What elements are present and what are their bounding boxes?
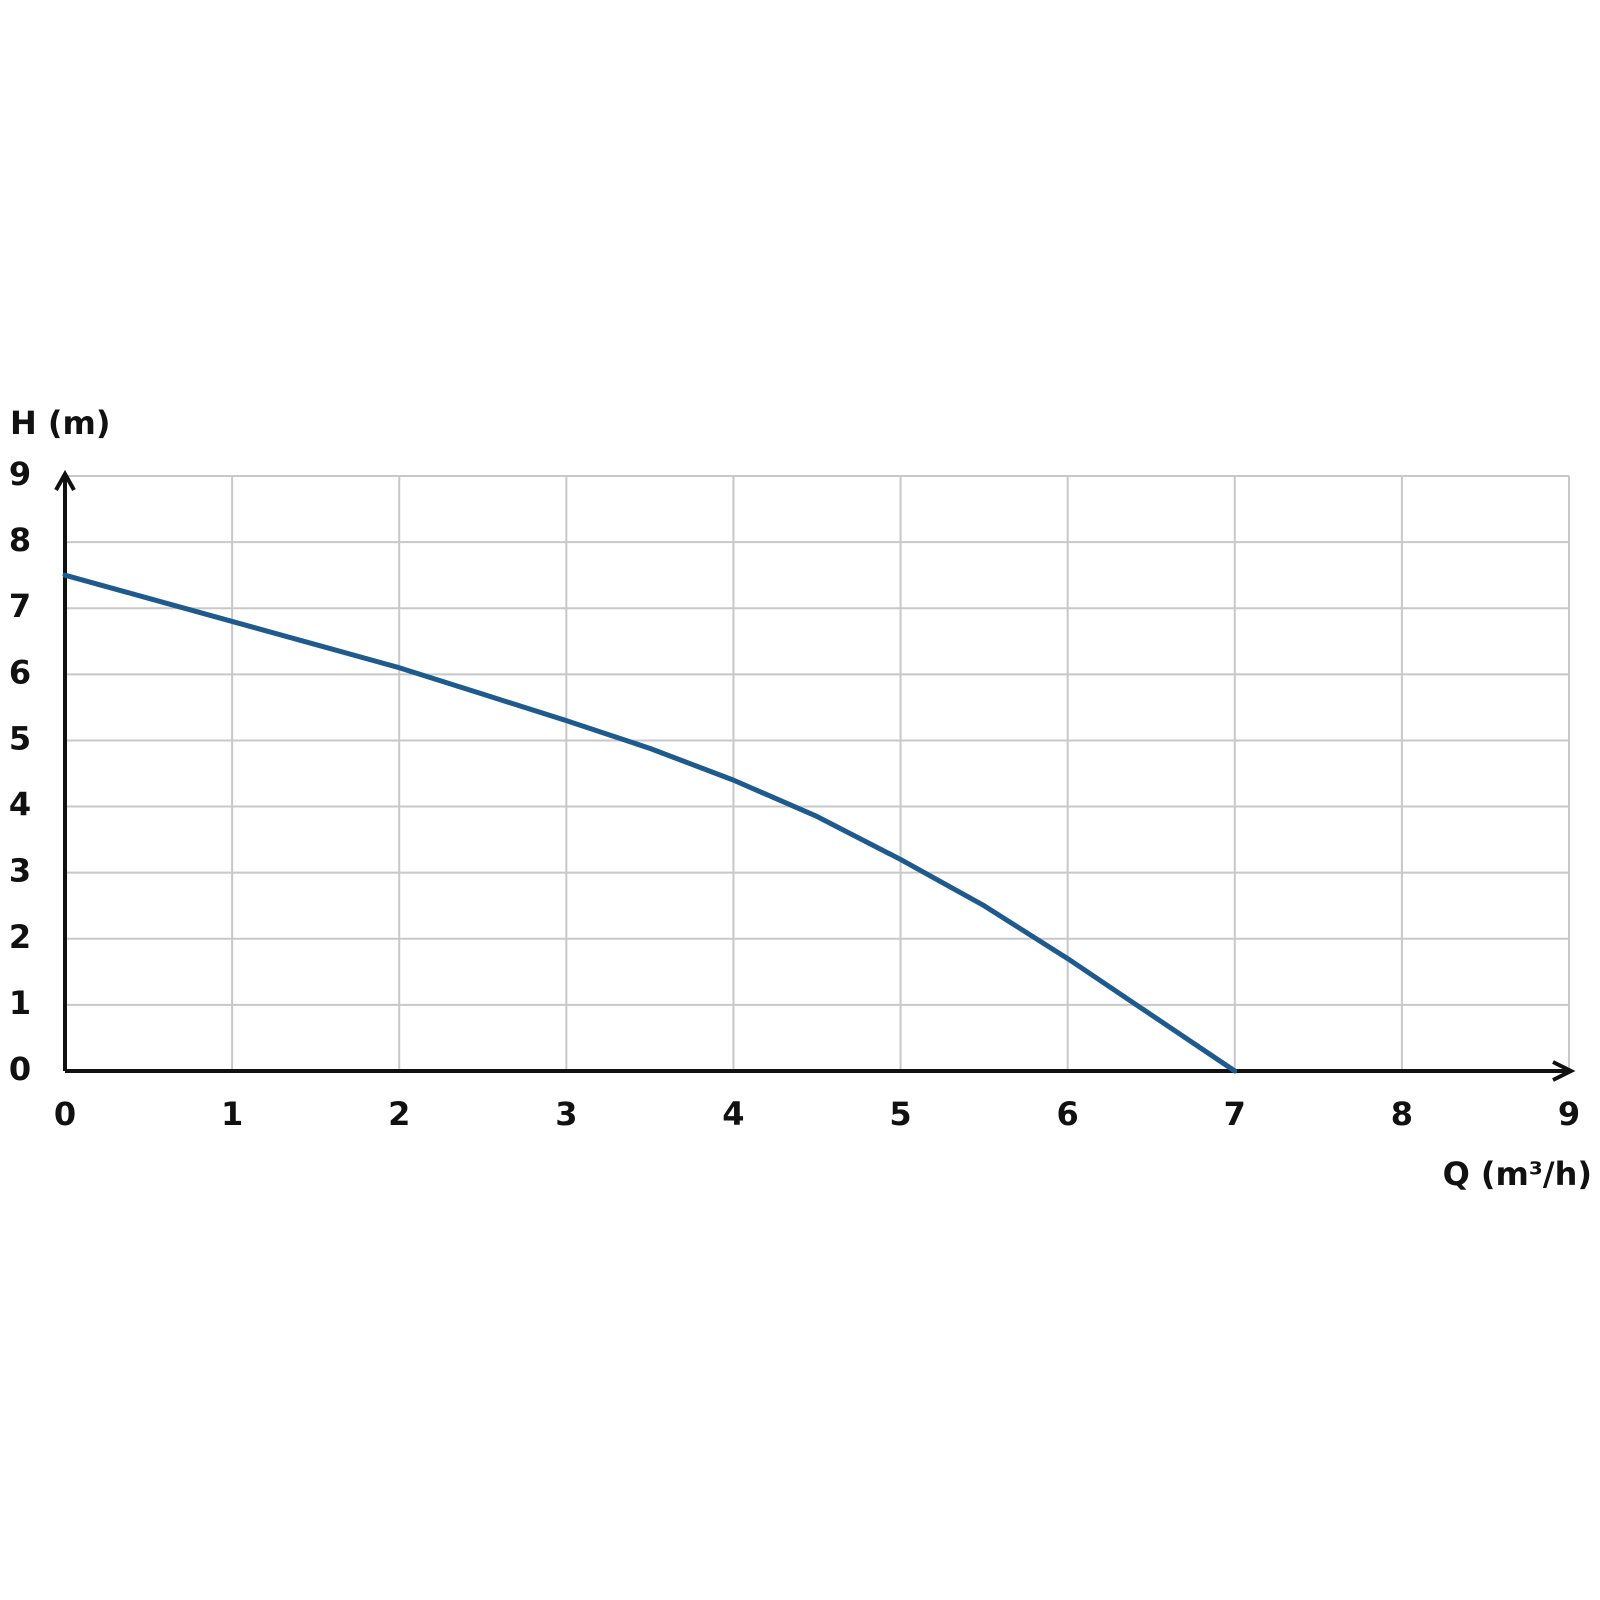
x-tick-label: 8: [1391, 1095, 1413, 1133]
x-tick-label: 7: [1224, 1095, 1246, 1133]
x-tick-label: 0: [54, 1095, 76, 1133]
y-axis-label: H (m): [10, 404, 111, 442]
y-tick-label: 4: [9, 786, 31, 824]
y-tick-label: 2: [9, 918, 31, 956]
y-tick-label: 6: [9, 653, 31, 691]
y-axis: [54, 469, 76, 1071]
x-tick-label: 9: [1558, 1095, 1580, 1133]
x-axis-label: Q (m³/h): [1443, 1155, 1592, 1193]
x-tick-label: 4: [722, 1095, 744, 1133]
y-tick-label: 5: [9, 719, 31, 757]
y-tick-label: 1: [9, 984, 31, 1022]
y-tick-label: 3: [9, 852, 31, 890]
y-tick-label: 0: [9, 1050, 31, 1088]
y-tick-label: 8: [9, 521, 31, 559]
x-tick-label: 2: [388, 1095, 410, 1133]
x-tick-label: 6: [1057, 1095, 1079, 1133]
x-axis: [65, 1060, 1576, 1082]
y-tick-label: 7: [9, 587, 31, 625]
x-tick-label: 1: [221, 1095, 243, 1133]
pump-curve: [62, 572, 1238, 1074]
x-tick-label: 5: [889, 1095, 911, 1133]
y-tick-label: 9: [9, 455, 31, 493]
x-tick-label: 3: [555, 1095, 577, 1133]
